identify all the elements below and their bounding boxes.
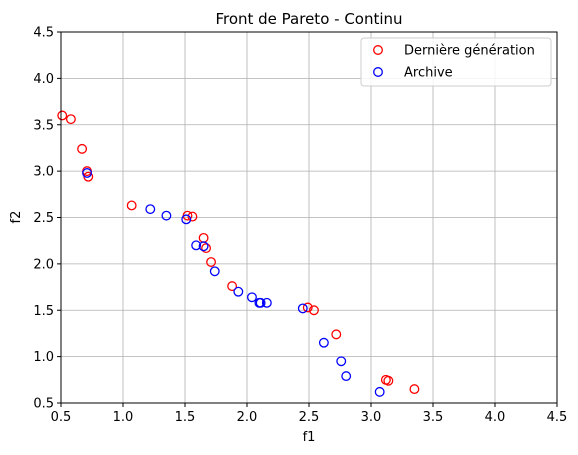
- data-point: [82, 168, 92, 178]
- data-point: [209, 266, 220, 277]
- data-point: [145, 204, 156, 215]
- y-tick-label: 4.5: [33, 26, 54, 41]
- data-point: [65, 114, 76, 125]
- data-point: [201, 243, 212, 254]
- x-tick-label: 0.5: [51, 410, 72, 425]
- data-point: [233, 286, 244, 297]
- data-point: [318, 337, 329, 348]
- data-point: [331, 329, 342, 340]
- data-point: [191, 240, 202, 251]
- grid-lines: [60, 31, 558, 404]
- x-tick-label: 1.0: [113, 410, 134, 425]
- legend-box: [360, 37, 552, 87]
- data-point: [297, 303, 308, 314]
- x-tick-label: 1.5: [175, 410, 196, 425]
- y-tick-label: 0.5: [33, 397, 54, 412]
- data-point: [336, 356, 347, 367]
- data-point: [161, 210, 172, 221]
- data-point: [255, 297, 266, 308]
- x-tick-label: 2.5: [299, 410, 320, 425]
- data-point: [198, 241, 209, 252]
- data-point: [57, 110, 68, 121]
- data-point: [341, 371, 352, 382]
- data-point: [126, 200, 137, 211]
- data-point: [383, 375, 394, 386]
- data-point: [198, 232, 209, 243]
- x-tick-label: 2.0: [237, 410, 258, 425]
- data-point: [261, 297, 272, 308]
- y-tick-label: 4.0: [33, 72, 54, 87]
- x-axis-ticks: 0.5 1.0 1.5 2.0 2.5 3.0 3.5 4.0 4.5: [51, 403, 568, 425]
- data-point: [77, 143, 88, 154]
- data-points: [57, 110, 420, 397]
- legend-marker: [373, 67, 383, 77]
- y-tick-label: 1.0: [33, 350, 54, 365]
- data-point: [187, 211, 198, 222]
- series-1: [82, 168, 385, 397]
- data-point: [227, 281, 238, 292]
- y-tick-label: 1.5: [33, 304, 54, 319]
- data-point: [374, 386, 385, 397]
- y-axis-label: f2: [9, 211, 24, 224]
- legend-marker: [373, 45, 383, 55]
- y-axis-ticks: 0.5 1.0 1.5 2.0 2.5 3.0 3.5 4.0 4.5: [33, 26, 61, 412]
- legend: Dernière génération Archive: [360, 37, 552, 87]
- x-tick-label: 4.0: [485, 410, 506, 425]
- data-point: [181, 214, 192, 225]
- x-tick-label: 3.0: [361, 410, 382, 425]
- data-point: [302, 302, 313, 313]
- legend-label: Dernière génération: [404, 44, 535, 59]
- y-tick-label: 2.0: [33, 257, 54, 272]
- x-axis-label: f1: [303, 430, 316, 445]
- data-point: [206, 257, 216, 267]
- y-tick-label: 2.5: [33, 211, 54, 226]
- series-0: [57, 110, 420, 395]
- legend-label: Archive: [404, 66, 453, 81]
- x-tick-label: 4.5: [547, 410, 568, 425]
- y-tick-label: 3.5: [33, 118, 54, 133]
- data-point: [309, 305, 319, 316]
- x-tick-label: 3.5: [423, 410, 444, 425]
- y-tick-label: 3.0: [33, 165, 54, 180]
- data-point: [247, 292, 257, 303]
- chart-title: Front de Pareto - Continu: [215, 10, 402, 28]
- data-point: [409, 384, 420, 395]
